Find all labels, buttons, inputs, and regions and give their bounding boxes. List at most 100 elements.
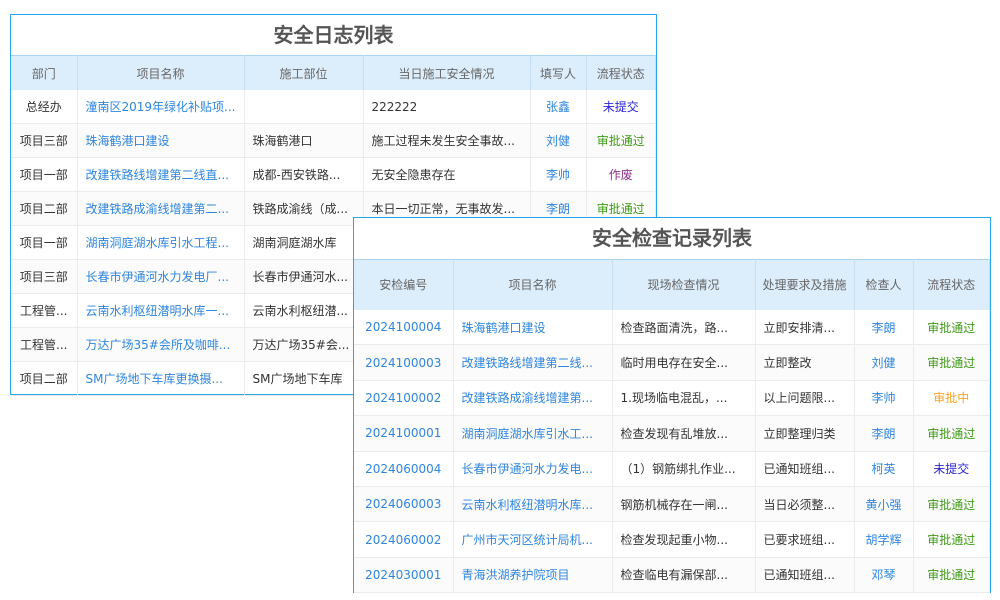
situation-cell: 施工过程未发生安全事故... xyxy=(363,123,531,158)
column-header[interactable]: 部门 xyxy=(11,55,78,90)
inspector-link[interactable]: 胡学辉 xyxy=(854,521,914,558)
measure-cell: 立即整理归类 xyxy=(755,415,855,452)
inspector-link[interactable]: 黄小强 xyxy=(854,486,914,523)
table-row[interactable]: 2024030001 青海洪湖养护院项目 检查临电有漏保部... 已通知班组... 邓琴… xyxy=(354,557,990,594)
status-cell: 审批通过 xyxy=(586,123,656,158)
column-header[interactable]: 现场检查情况 xyxy=(612,259,756,310)
table-row[interactable]: 2024060002 广州市天河区统计局机... 检查发现起重小物... 已要求班组.… xyxy=(354,521,990,558)
finding-cell: 检查路面清洗，路... xyxy=(612,310,756,346)
status-cell: 审批通过 xyxy=(913,415,990,452)
project-link[interactable]: 青海洪湖养护院项目 xyxy=(453,557,613,594)
column-header[interactable]: 施工部位 xyxy=(244,55,364,90)
column-header[interactable]: 项目名称 xyxy=(77,55,245,90)
project-link[interactable]: 湖南洞庭湖水库引水工程... xyxy=(77,225,245,260)
column-header[interactable]: 填写人 xyxy=(530,55,587,90)
dept-cell: 项目一部 xyxy=(11,157,78,192)
table-row[interactable]: 项目一部 改建铁路线增建第二线直... 成都-西安铁路... 无安全隐患存在 李帅 作废 xyxy=(11,157,656,192)
finding-cell: 检查临电有漏保部... xyxy=(612,557,756,594)
project-link[interactable]: 改建铁路线增建第二线直... xyxy=(77,157,245,192)
inspection-id-link[interactable]: 2024060004 xyxy=(354,451,454,487)
project-link[interactable]: 云南水利枢纽潜明水库一... xyxy=(77,293,245,328)
dept-cell: 项目一部 xyxy=(11,225,78,260)
status-cell: 审批通过 xyxy=(913,486,990,523)
situation-cell: 无安全隐患存在 xyxy=(363,157,531,192)
dept-cell: 项目三部 xyxy=(11,259,78,294)
inspector-link[interactable]: 李帅 xyxy=(854,380,914,417)
panel-title: 安全检查记录列表 xyxy=(592,226,752,250)
location-cell: 长春市伊通河水... xyxy=(244,259,364,294)
inspection-id-link[interactable]: 2024060002 xyxy=(354,521,454,558)
table-row[interactable]: 2024100003 改建铁路线增建第二线... 临时用电存在安全... 立即整改 刘健… xyxy=(354,344,990,381)
finding-cell: （1）钢筋绑扎作业... xyxy=(612,451,756,487)
safety-log-panel: 安全日志列表 部门 项目名称 施工部位 当日施工安全情况 填写人 流程状态 总经办 潼南区2… xyxy=(10,14,657,396)
column-header[interactable]: 流程状态 xyxy=(913,259,990,310)
table-row[interactable]: 总经办 潼南区2019年绿化补贴项... 222222 张鑫 未提交 xyxy=(11,90,656,124)
finding-cell: 检查发现起重小物... xyxy=(612,521,756,558)
inspection-id-link[interactable]: 2024060003 xyxy=(354,486,454,523)
location-cell: 成都-西安铁路... xyxy=(244,157,364,192)
location-cell: 珠海鹤港口 xyxy=(244,123,364,158)
inspection-id-link[interactable]: 2024030001 xyxy=(354,557,454,594)
project-link[interactable]: 改建铁路成渝线增建第二... xyxy=(77,191,245,226)
table-row[interactable]: 项目三部 珠海鹤港口建设 珠海鹤港口 施工过程未发生安全事故... 刘健 审批通过 xyxy=(11,123,656,158)
dept-cell: 工程管... xyxy=(11,293,78,328)
measure-cell: 已要求班组... xyxy=(755,521,855,558)
project-link[interactable]: 万达广场35#会所及咖啡... xyxy=(77,327,245,362)
project-link[interactable]: 云南水利枢纽潜明水库... xyxy=(453,486,613,523)
table-row[interactable]: 2024100004 珠海鹤港口建设 检查路面清洗，路... 立即安排清... 李朗 审批… xyxy=(354,310,990,346)
column-header[interactable]: 处理要求及措施 xyxy=(755,259,855,310)
column-header[interactable]: 检查人 xyxy=(854,259,914,310)
inspection-id-link[interactable]: 2024100002 xyxy=(354,380,454,417)
column-header[interactable]: 安检编号 xyxy=(354,259,454,310)
inspector-link[interactable]: 李朗 xyxy=(854,310,914,346)
project-link[interactable]: 珠海鹤港口建设 xyxy=(77,123,245,158)
table-row[interactable]: 2024060004 长春市伊通河水力发电... （1）钢筋绑扎作业... 已通知班组… xyxy=(354,451,990,487)
column-header[interactable]: 流程状态 xyxy=(586,55,656,90)
table-row[interactable]: 2024100001 湖南洞庭湖水库引水工... 检查发现有乱堆放... 立即整理归类… xyxy=(354,415,990,452)
status-cell: 未提交 xyxy=(913,451,990,487)
finding-cell: 临时用电存在安全... xyxy=(612,344,756,381)
location-cell: 湖南洞庭湖水库 xyxy=(244,225,364,260)
inspection-id-link[interactable]: 2024100004 xyxy=(354,310,454,346)
panel-title: 安全日志列表 xyxy=(273,23,394,47)
inspection-id-link[interactable]: 2024100003 xyxy=(354,344,454,381)
writer-link[interactable]: 张鑫 xyxy=(530,90,587,124)
inspector-link[interactable]: 邓琴 xyxy=(854,557,914,594)
dept-cell: 项目三部 xyxy=(11,123,78,158)
measure-cell: 已通知班组... xyxy=(755,557,855,594)
project-link[interactable]: 长春市伊通河水力发电厂... xyxy=(77,259,245,294)
finding-cell: 1.现场临电混乱，... xyxy=(612,380,756,417)
project-link[interactable]: 珠海鹤港口建设 xyxy=(453,310,613,346)
dept-cell: 总经办 xyxy=(11,90,78,124)
project-link[interactable]: 潼南区2019年绿化补贴项... xyxy=(77,90,245,124)
inspection-id-link[interactable]: 2024100001 xyxy=(354,415,454,452)
column-header[interactable]: 当日施工安全情况 xyxy=(363,55,531,90)
table-row[interactable]: 2024060003 云南水利枢纽潜明水库... 钢筋机械存在一闸... 当日必须整.… xyxy=(354,486,990,523)
safety-inspection-panel: 安全检查记录列表 安检编号 项目名称 现场检查情况 处理要求及措施 检查人 流程状态 20… xyxy=(353,217,991,594)
finding-cell: 钢筋机械存在一闸... xyxy=(612,486,756,523)
measure-cell: 以上问题限... xyxy=(755,380,855,417)
project-link[interactable]: 湖南洞庭湖水库引水工... xyxy=(453,415,613,452)
table-row[interactable]: 2024100002 改建铁路成渝线增建第... 1.现场临电混乱，... 以上问题限… xyxy=(354,380,990,417)
writer-link[interactable]: 刘健 xyxy=(530,123,587,158)
project-link[interactable]: SM广场地下车库更换摄... xyxy=(77,361,245,396)
measure-cell: 已通知班组... xyxy=(755,451,855,487)
measure-cell: 立即安排清... xyxy=(755,310,855,346)
location-cell: 铁路成渝线（成... xyxy=(244,191,364,226)
dept-cell: 项目二部 xyxy=(11,361,78,396)
project-link[interactable]: 长春市伊通河水力发电... xyxy=(453,451,613,487)
measure-cell: 当日必须整... xyxy=(755,486,855,523)
safety-inspection-table: 安检编号 项目名称 现场检查情况 处理要求及措施 检查人 流程状态 2024100004 珠… xyxy=(354,259,990,594)
location-cell xyxy=(244,90,364,124)
status-cell: 审批通过 xyxy=(913,521,990,558)
inspector-link[interactable]: 柯英 xyxy=(854,451,914,487)
project-link[interactable]: 改建铁路线增建第二线... xyxy=(453,344,613,381)
location-cell: 云南水利枢纽潜... xyxy=(244,293,364,328)
project-link[interactable]: 改建铁路成渝线增建第... xyxy=(453,380,613,417)
inspector-link[interactable]: 刘健 xyxy=(854,344,914,381)
inspector-link[interactable]: 李朗 xyxy=(854,415,914,452)
project-link[interactable]: 广州市天河区统计局机... xyxy=(453,521,613,558)
writer-link[interactable]: 李帅 xyxy=(530,157,587,192)
column-header[interactable]: 项目名称 xyxy=(453,259,613,310)
location-cell: 万达广场35#会... xyxy=(244,327,364,362)
